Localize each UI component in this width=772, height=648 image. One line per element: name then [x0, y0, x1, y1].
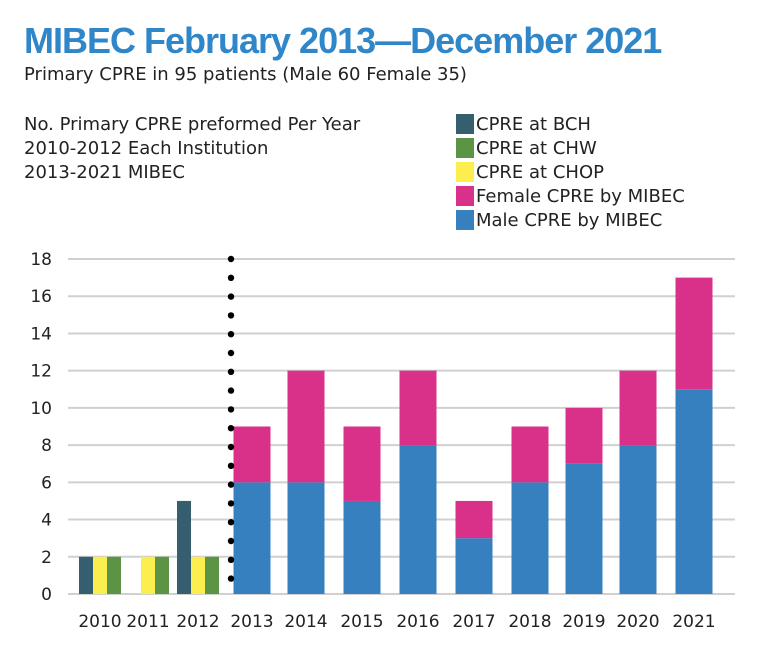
- y-tick-label: 8: [41, 436, 52, 456]
- bar-male: [565, 463, 603, 594]
- chart-note: No. Primary CPRE preformed Per Year 2010…: [24, 113, 360, 185]
- bar-cpre-at-bch: [79, 556, 93, 594]
- bar-male: [511, 482, 549, 594]
- bar-female: [619, 370, 657, 446]
- y-tick-label: 14: [30, 324, 52, 344]
- bar-female: [343, 426, 381, 501]
- bar-male: [287, 482, 325, 594]
- y-tick-label: 16: [30, 287, 52, 307]
- bar-male: [233, 482, 271, 594]
- legend-item: CPRE at CHOP: [456, 160, 685, 184]
- bar-male: [619, 445, 657, 594]
- separator-dot: [227, 575, 235, 582]
- separator-dot: [227, 556, 235, 563]
- legend-swatch: [456, 186, 474, 206]
- y-tick-label: 12: [30, 362, 52, 382]
- y-tick-label: 4: [41, 511, 52, 531]
- bar-cpre-at-chop: [191, 556, 205, 594]
- legend-label: CPRE at CHOP: [476, 161, 604, 183]
- separator-dot: [227, 500, 235, 507]
- bar-cpre-at-chw: [155, 556, 169, 594]
- separator-dot: [227, 274, 235, 281]
- separator-dot: [227, 462, 235, 469]
- separator-dot: [227, 368, 235, 375]
- bar-male: [399, 445, 437, 594]
- y-tick-label: 2: [41, 548, 52, 568]
- bar-female: [565, 407, 603, 464]
- bar-male: [455, 538, 493, 594]
- legend-swatch: [456, 210, 474, 230]
- x-tick-label: 2012: [176, 612, 219, 632]
- x-tick-label: 2019: [562, 612, 605, 632]
- note-line: No. Primary CPRE preformed Per Year: [24, 114, 361, 135]
- bar-cpre-at-chw: [107, 556, 121, 594]
- bar-female: [675, 277, 713, 390]
- separator-dot: [227, 312, 235, 319]
- y-tick-label: 6: [41, 473, 52, 493]
- separator-dot: [227, 443, 235, 451]
- x-tick-label: 2016: [396, 612, 439, 632]
- x-tick-label: 2015: [340, 612, 383, 632]
- bar-female: [287, 370, 325, 483]
- legend-swatch: [456, 138, 474, 158]
- note-line: 2013-2021 MIBEC: [24, 162, 185, 183]
- legend-label: Male CPRE by MIBEC: [476, 209, 663, 231]
- x-tick-label: 2017: [452, 612, 495, 632]
- legend-item: Male CPRE by MIBEC: [456, 208, 685, 232]
- bar-cpre-at-chw: [205, 556, 219, 594]
- separator-dot: [227, 349, 235, 357]
- bar-female: [233, 426, 271, 483]
- legend-swatch: [456, 114, 474, 134]
- bar-cpre-at-chop: [141, 556, 155, 594]
- legend-label: CPRE at CHW: [476, 137, 597, 159]
- y-tick-label: 10: [30, 399, 52, 419]
- x-tick-label: 2013: [230, 612, 273, 632]
- x-tick-label: 2010: [78, 612, 121, 632]
- x-tick-label: 2021: [672, 612, 715, 632]
- legend-item: CPRE at CHW: [456, 136, 685, 160]
- separator-dot: [227, 293, 235, 300]
- bar-cpre-at-chop: [93, 556, 107, 594]
- y-tick-label: 0: [41, 585, 52, 605]
- bar-female: [399, 370, 437, 446]
- separator-dot: [227, 537, 235, 545]
- chart-title: MIBEC February 2013—December 2021: [24, 20, 662, 61]
- chart-subtitle: Primary CPRE in 95 patients (Male 60 Fem…: [24, 64, 467, 85]
- bar-male: [675, 389, 713, 594]
- y-tick-label: 18: [30, 250, 52, 270]
- x-tick-label: 2020: [616, 612, 659, 632]
- separator-dot: [227, 387, 235, 394]
- separator-dot: [227, 425, 235, 432]
- legend-label: Female CPRE by MIBEC: [476, 185, 685, 207]
- x-tick-label: 2014: [284, 612, 327, 632]
- separator-dot: [227, 481, 235, 488]
- x-tick-label: 2011: [126, 612, 169, 632]
- bar-cpre-at-bch: [177, 500, 191, 594]
- legend-item: CPRE at BCH: [456, 112, 685, 136]
- separator-dot: [227, 255, 235, 263]
- bar-female: [455, 500, 493, 539]
- legend: CPRE at BCH CPRE at CHW CPRE at CHOP Female…: [456, 112, 685, 232]
- separator-dot: [227, 406, 235, 413]
- legend-swatch: [456, 162, 474, 182]
- legend-item: Female CPRE by MIBEC: [456, 184, 685, 208]
- separator-dot: [227, 331, 235, 338]
- separator-dot: [227, 519, 235, 526]
- note-line: 2010-2012 Each Institution: [24, 138, 269, 159]
- legend-label: CPRE at BCH: [476, 113, 591, 135]
- bar-female: [511, 426, 549, 483]
- bar-male: [343, 500, 381, 594]
- x-tick-label: 2018: [508, 612, 551, 632]
